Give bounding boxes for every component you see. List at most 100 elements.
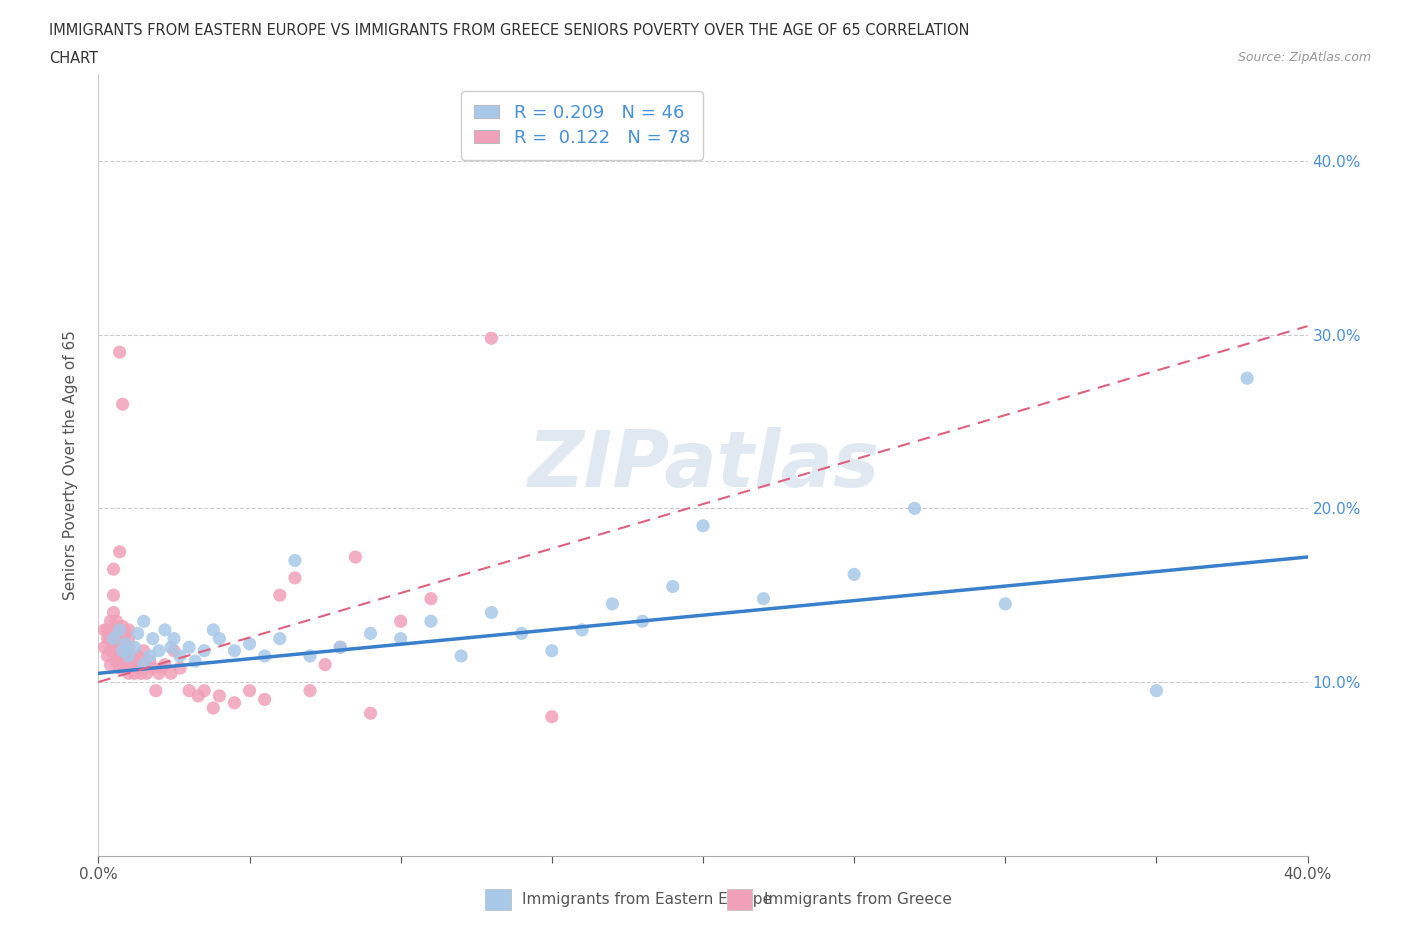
Point bbox=[108, 622, 131, 637]
Point bbox=[329, 640, 352, 655]
Point bbox=[100, 658, 122, 672]
Point bbox=[124, 640, 146, 655]
Point bbox=[103, 644, 125, 658]
Point bbox=[994, 596, 1017, 611]
Point bbox=[105, 614, 128, 629]
Point bbox=[389, 614, 412, 629]
Point bbox=[132, 658, 155, 672]
Point bbox=[163, 631, 186, 646]
Point bbox=[132, 644, 155, 658]
Point bbox=[571, 622, 593, 637]
Point bbox=[111, 658, 134, 672]
Point bbox=[481, 331, 503, 346]
Point bbox=[602, 596, 624, 611]
Point bbox=[108, 636, 131, 651]
Point bbox=[510, 626, 533, 641]
Point bbox=[129, 666, 152, 681]
Point bbox=[114, 648, 136, 663]
Point bbox=[224, 644, 246, 658]
Point bbox=[93, 622, 115, 637]
Point bbox=[269, 631, 291, 646]
Point bbox=[631, 614, 654, 629]
Text: Immigrants from Eastern Europe: Immigrants from Eastern Europe bbox=[522, 892, 772, 907]
Point bbox=[179, 640, 201, 655]
Point bbox=[179, 684, 201, 698]
Point bbox=[208, 688, 231, 703]
Point bbox=[93, 640, 115, 655]
Point bbox=[105, 626, 128, 641]
Point bbox=[118, 648, 141, 663]
Point bbox=[692, 518, 714, 533]
Point bbox=[360, 706, 382, 721]
Point bbox=[184, 654, 207, 669]
Point bbox=[111, 619, 134, 634]
Point bbox=[118, 658, 141, 672]
Point bbox=[904, 501, 927, 516]
Text: ZIPatlas: ZIPatlas bbox=[527, 427, 879, 503]
Point bbox=[142, 631, 165, 646]
Point bbox=[148, 666, 170, 681]
Point bbox=[661, 579, 683, 594]
Point bbox=[111, 397, 134, 412]
Point bbox=[344, 550, 367, 565]
Point bbox=[224, 696, 246, 711]
Text: Immigrants from Greece: Immigrants from Greece bbox=[763, 892, 952, 907]
Point bbox=[314, 658, 336, 672]
Point bbox=[187, 688, 209, 703]
Point bbox=[148, 644, 170, 658]
Point bbox=[114, 626, 136, 641]
Point bbox=[163, 644, 186, 658]
Legend: R = 0.209   N = 46, R =  0.122   N = 78: R = 0.209 N = 46, R = 0.122 N = 78 bbox=[461, 91, 703, 160]
Point bbox=[752, 591, 775, 606]
Point bbox=[100, 614, 122, 629]
Point bbox=[96, 622, 118, 637]
Point bbox=[202, 622, 225, 637]
Point bbox=[540, 644, 562, 658]
Point bbox=[269, 588, 291, 603]
Point bbox=[111, 644, 134, 658]
Point bbox=[1144, 684, 1167, 698]
Point bbox=[284, 553, 307, 568]
Point bbox=[118, 666, 141, 681]
Point bbox=[108, 622, 131, 637]
Point bbox=[202, 700, 225, 715]
Point bbox=[103, 588, 125, 603]
Point bbox=[114, 660, 136, 675]
Point bbox=[111, 631, 134, 646]
Point bbox=[389, 631, 412, 646]
Point bbox=[193, 644, 215, 658]
Point bbox=[124, 666, 146, 681]
Point bbox=[121, 648, 143, 663]
Point bbox=[127, 626, 149, 641]
Point bbox=[114, 640, 136, 655]
Point bbox=[239, 636, 262, 651]
Point bbox=[103, 631, 125, 646]
Point bbox=[329, 640, 352, 655]
Point bbox=[111, 644, 134, 658]
Point bbox=[127, 648, 149, 663]
Point bbox=[145, 684, 167, 698]
Point bbox=[139, 654, 162, 669]
Point bbox=[284, 570, 307, 585]
Point bbox=[103, 631, 125, 646]
Point bbox=[142, 660, 165, 675]
Point bbox=[540, 710, 562, 724]
Point bbox=[1236, 371, 1258, 386]
Point bbox=[118, 622, 141, 637]
Point bbox=[169, 660, 191, 675]
Point bbox=[103, 622, 125, 637]
Point bbox=[160, 640, 183, 655]
Point bbox=[103, 605, 125, 620]
Point bbox=[135, 666, 157, 681]
Point bbox=[121, 660, 143, 675]
Point bbox=[118, 640, 141, 655]
Point bbox=[253, 648, 276, 663]
Point bbox=[360, 626, 382, 641]
Point bbox=[100, 631, 122, 646]
Point bbox=[160, 666, 183, 681]
Y-axis label: Seniors Poverty Over the Age of 65: Seniors Poverty Over the Age of 65 bbox=[63, 330, 77, 600]
Point bbox=[100, 644, 122, 658]
Point bbox=[150, 660, 173, 675]
Point bbox=[208, 631, 231, 646]
Point bbox=[132, 614, 155, 629]
